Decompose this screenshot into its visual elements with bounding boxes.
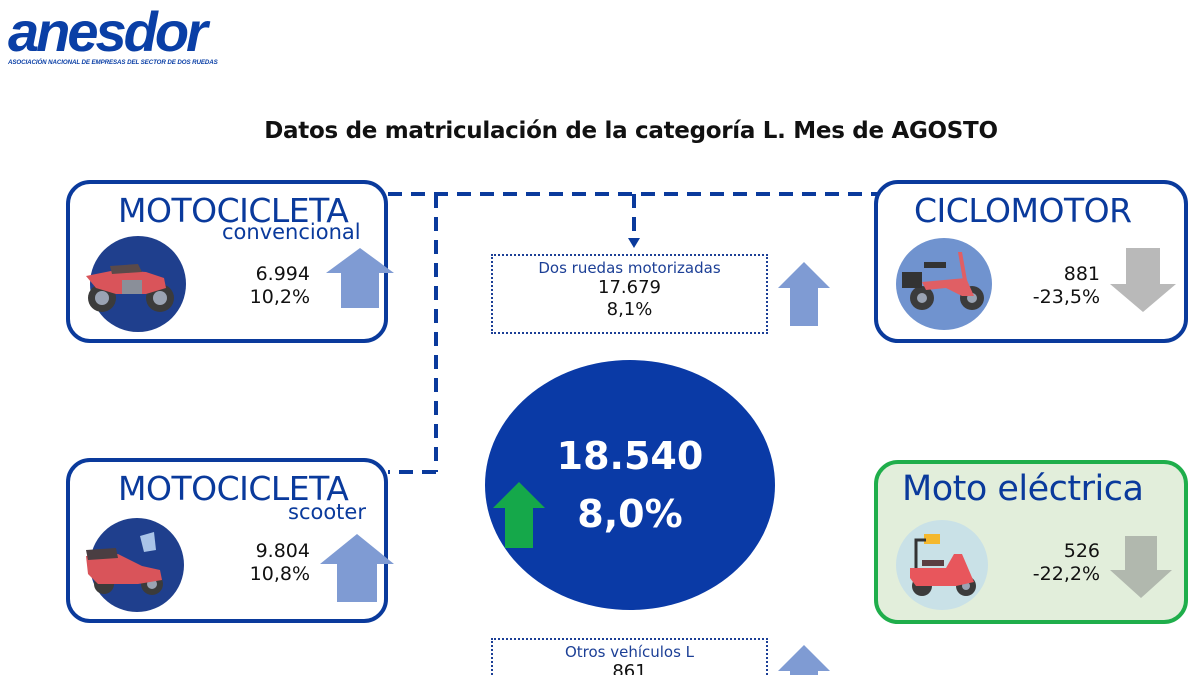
logo-tagline: ASOCIACIÓN NACIONAL DE EMPRESAS DEL SECT…: [8, 59, 218, 66]
card-value: 9.804: [255, 540, 310, 562]
card-values: 881 -23,5%: [1033, 263, 1100, 309]
card-value: 526: [1063, 540, 1100, 562]
subtotal-otros: Otros vehículos L 861: [491, 638, 768, 675]
motorcycle-icon: [86, 236, 186, 332]
total-arrow-up-icon: [493, 482, 545, 548]
subtotal-value: 861: [612, 661, 647, 675]
card-moto-convencional: MOTOCICLETA convencional 6.994 10,2%: [66, 180, 394, 343]
card-title: MOTOCICLETA: [118, 469, 349, 508]
total-change: 8,0%: [577, 492, 683, 536]
card-moto-scooter: MOTOCICLETA scooter 9.804 10,8%: [66, 458, 394, 623]
subtotal-dos-ruedas: Dos ruedas motorizadas 17.679 8,1%: [491, 254, 768, 334]
card-values: 6.994 10,2%: [250, 263, 310, 309]
subtotal-label: Otros vehículos L: [564, 643, 695, 661]
total-circle: [485, 360, 775, 610]
arrow-down-icon: [1110, 248, 1176, 312]
card-value: 881: [1063, 263, 1100, 285]
card-change: -22,2%: [1032, 563, 1100, 585]
anesdor-logo: anesdor ASOCIACIÓN NACIONAL DE EMPRESAS …: [8, 0, 218, 67]
card-ciclomotor: CICLOMOTOR 881 -23,5%: [874, 180, 1188, 343]
card-values: 9.804 10,8%: [250, 540, 310, 586]
arrow-up-icon: [320, 534, 394, 602]
moped-icon: [896, 238, 992, 330]
card-title: Moto eléctrica: [902, 469, 1144, 509]
electric-scooter-icon: [896, 520, 988, 610]
subtotal-value: 17.679: [598, 277, 661, 298]
card-moto-electrica: Moto eléctrica 526 -22,2%: [874, 460, 1188, 624]
card-subtitle: convencional: [222, 220, 361, 244]
arrow-up-icon: [778, 262, 830, 326]
card-change: -23,5%: [1032, 286, 1100, 308]
page-title: Datos de matriculación de la categoría L…: [264, 118, 998, 144]
card-values: 526 -22,2%: [1033, 540, 1100, 586]
arrow-up-icon: [326, 248, 394, 308]
arrow-down-icon: [1110, 536, 1172, 598]
subtotal-change: 8,1%: [606, 299, 653, 320]
card-subtitle: scooter: [288, 500, 366, 524]
card-title: MOTOCICLETA: [118, 191, 349, 230]
logo-wordmark: anesdor: [8, 0, 208, 63]
card-title: CICLOMOTOR: [914, 191, 1132, 230]
total-value: 18.540: [556, 434, 704, 478]
card-change: 10,8%: [249, 563, 310, 585]
card-value: 6.994: [255, 263, 310, 285]
subtotal-label: Dos ruedas motorizadas: [538, 259, 721, 277]
card-change: 10,2%: [249, 286, 310, 308]
arrow-up-icon: [778, 645, 830, 675]
scooter-icon: [86, 518, 184, 612]
